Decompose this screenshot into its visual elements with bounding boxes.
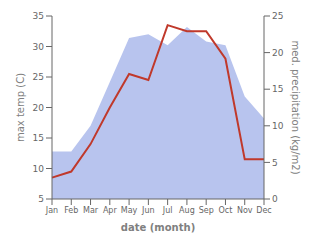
svg-text:20: 20 [272, 48, 284, 58]
svg-text:Oct: Oct [219, 206, 233, 215]
svg-text:0: 0 [272, 194, 278, 204]
svg-text:Aug: Aug [179, 206, 195, 215]
svg-text:Jun: Jun [141, 206, 155, 215]
svg-text:35: 35 [33, 11, 44, 21]
svg-text:Jul: Jul [162, 206, 173, 215]
svg-text:max temp (C): max temp (C) [15, 73, 26, 142]
svg-text:25: 25 [272, 11, 283, 21]
svg-text:Mar: Mar [83, 206, 99, 215]
svg-text:Apr: Apr [103, 206, 118, 215]
svg-text:Feb: Feb [64, 206, 78, 215]
svg-text:Nov: Nov [237, 206, 253, 215]
svg-text:10: 10 [33, 164, 45, 174]
svg-text:date (month): date (month) [121, 222, 195, 233]
svg-text:5: 5 [272, 158, 278, 168]
svg-text:Jan: Jan [45, 206, 58, 215]
svg-text:May: May [121, 206, 138, 215]
svg-text:15: 15 [33, 133, 44, 143]
svg-text:15: 15 [272, 84, 283, 94]
svg-text:25: 25 [33, 72, 44, 82]
svg-text:10: 10 [272, 121, 284, 131]
svg-text:20: 20 [33, 103, 45, 113]
svg-text:med. precipitation (kg/m2): med. precipitation (kg/m2) [290, 40, 301, 174]
svg-text:Sep: Sep [199, 206, 214, 215]
svg-text:Dec: Dec [256, 206, 271, 215]
svg-text:5: 5 [38, 194, 44, 204]
svg-text:30: 30 [33, 42, 45, 52]
